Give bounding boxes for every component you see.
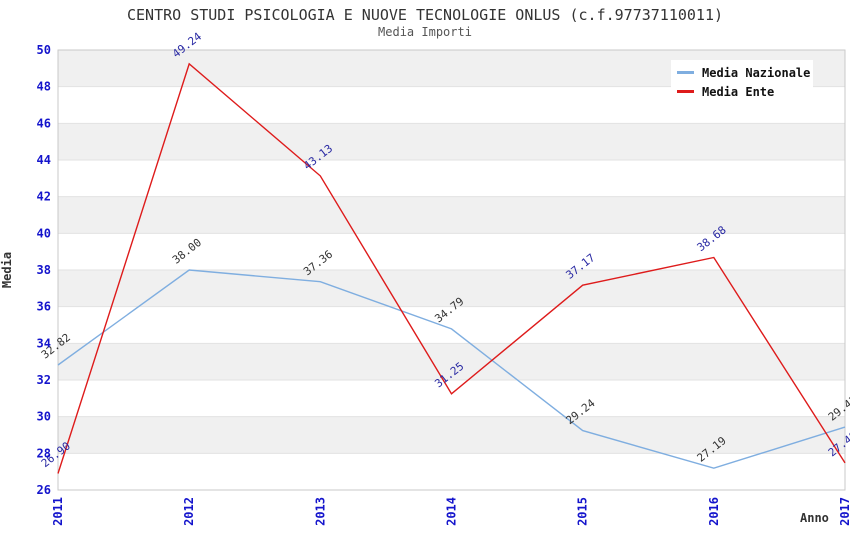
x-tick-label: 2015 [576,497,590,526]
y-tick-label: 32 [37,373,51,387]
plot-band [58,123,845,160]
x-axis-title: Anno [800,511,829,525]
y-tick-label: 30 [37,410,51,424]
y-tick-label: 48 [37,80,51,94]
plot-frame [57,49,846,491]
series-line-media-ente [57,62,846,474]
x-tick-label: 2013 [313,497,327,526]
x-tick-label: 2012 [182,497,196,526]
y-tick-label: 38 [37,263,51,277]
plot-band [58,196,845,234]
y-tick-label: 46 [37,116,51,130]
chart-subtitle: Media Importi [378,25,472,39]
chart-title: CENTRO STUDI PSICOLOGIA E NUOVE TECNOLOG… [126,6,724,24]
x-tick-label: 2016 [707,497,721,526]
plot-band [58,416,845,454]
plot-band [58,270,845,307]
series-line-media-nazionale [57,269,846,469]
y-tick-label: 26 [37,483,51,497]
legend-label: Media Ente [702,84,775,99]
legend-item-media-nazionale: Media Nazionale [671,63,813,82]
chart-legend: Media Nazionale Media Ente [671,60,813,105]
y-tick-label: 44 [37,153,51,167]
x-tick-label: 2017 [838,497,850,526]
x-tick-label: 2014 [445,497,459,526]
legend-swatch-red [677,90,694,93]
y-axis-title: Media [0,252,14,288]
y-tick-label: 40 [37,226,51,240]
y-tick-label: 34 [37,336,51,350]
y-tick-label: 50 [37,43,51,57]
legend-swatch-blue [677,71,694,74]
x-tick-label: 2011 [51,497,65,526]
data-label: 38.00 [170,236,204,267]
legend-item-media-ente: Media Ente [671,82,813,101]
data-label: 29.43 [826,393,850,424]
y-tick-label: 42 [37,190,51,204]
legend-label: Media Nazionale [702,65,811,80]
plot-band [58,343,845,380]
y-tick-label: 28 [37,446,51,460]
y-tick-label: 36 [37,300,51,314]
